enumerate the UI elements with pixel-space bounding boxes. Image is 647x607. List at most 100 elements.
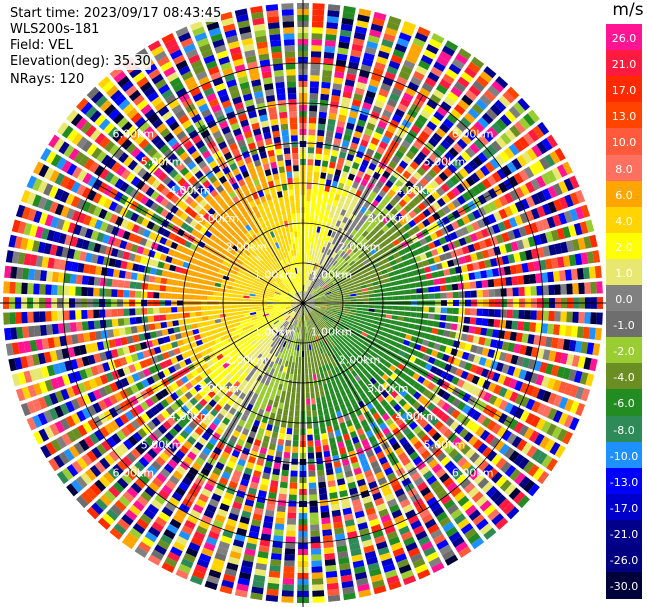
gate (282, 347, 287, 354)
gate (316, 335, 321, 342)
gate (396, 76, 408, 86)
gate (351, 136, 361, 145)
gate (153, 307, 160, 314)
gate (314, 307, 320, 310)
gate (460, 370, 469, 380)
gate (377, 339, 384, 346)
gate (424, 266, 432, 273)
gate (330, 503, 341, 512)
gate (418, 267, 426, 275)
gate (410, 263, 418, 270)
gate (225, 373, 233, 381)
gate (190, 282, 197, 289)
gate (320, 273, 325, 280)
gate (263, 350, 269, 358)
gate (536, 285, 543, 296)
gate (241, 371, 248, 379)
gate (522, 237, 531, 249)
gate (418, 87, 431, 98)
gate (464, 308, 471, 316)
gate (129, 317, 137, 325)
gate (481, 416, 492, 428)
gate (470, 423, 481, 434)
gate (290, 367, 294, 375)
gate (330, 289, 337, 293)
gate (417, 385, 427, 394)
gate (376, 56, 388, 65)
gate (306, 398, 311, 405)
gate (325, 321, 332, 327)
gate (220, 377, 229, 386)
gate (483, 66, 497, 79)
gate (335, 59, 347, 67)
gate (9, 312, 16, 325)
gate (457, 76, 470, 88)
gate (143, 508, 156, 520)
gate (219, 585, 233, 595)
gate (369, 369, 377, 377)
gate (213, 287, 221, 292)
gate (45, 270, 53, 282)
gate (320, 372, 325, 379)
gate (424, 235, 433, 243)
gate (360, 317, 368, 322)
gate (377, 377, 386, 386)
gate (526, 148, 538, 161)
gate (398, 70, 411, 81)
gate (441, 45, 456, 57)
gate (315, 263, 319, 270)
gate (319, 281, 325, 287)
gate (213, 291, 220, 296)
gate (420, 146, 431, 157)
gate (356, 20, 369, 29)
gate (350, 243, 357, 251)
gate (279, 365, 284, 372)
gate (305, 207, 310, 214)
gate (248, 369, 255, 377)
gate (255, 367, 262, 375)
gate (260, 348, 267, 356)
gate (516, 154, 528, 167)
gate (339, 268, 346, 274)
gate (294, 313, 298, 320)
gate (377, 350, 385, 357)
gate (175, 449, 186, 460)
gate (388, 437, 398, 446)
gate (266, 330, 273, 336)
gate (141, 282, 149, 290)
gate (417, 246, 425, 255)
gate (585, 373, 595, 387)
gate (346, 351, 353, 358)
gate (374, 99, 385, 109)
gate (313, 343, 317, 350)
gate (315, 445, 322, 453)
gate (232, 286, 239, 291)
gate (151, 460, 162, 471)
gate (481, 318, 489, 327)
gate (407, 514, 420, 525)
gate (366, 475, 376, 484)
gate (136, 518, 149, 530)
gate (320, 239, 325, 247)
gate (422, 244, 431, 252)
gate (460, 333, 468, 342)
gate (516, 239, 525, 250)
gate (527, 483, 540, 497)
gate (368, 361, 376, 369)
gate (318, 280, 324, 286)
gate (429, 264, 437, 272)
gate (318, 366, 324, 373)
gate (504, 464, 517, 478)
gate (458, 341, 467, 350)
gate (327, 229, 333, 237)
gate (363, 52, 375, 61)
gate (488, 201, 498, 212)
gate (342, 253, 349, 260)
gate (240, 478, 250, 487)
gate (500, 288, 507, 297)
gate (287, 361, 292, 368)
gate (392, 252, 401, 259)
gate (357, 219, 365, 227)
gate (183, 288, 190, 294)
gate (341, 139, 350, 148)
